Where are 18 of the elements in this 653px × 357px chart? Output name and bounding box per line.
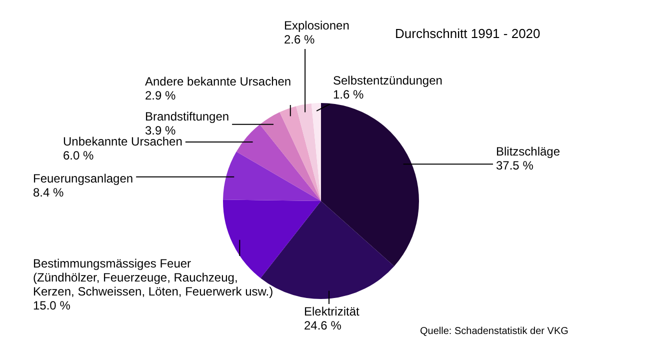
slice-label: Bestimmungsmässiges Feuer (Zündhölzer, Feuerzeuge, Rauchzeug, Kerzen, Schweissen, Löten, Feuerwerk usw.) xyxy=(33,256,274,298)
slice-label: Elektrizität xyxy=(304,304,360,318)
data-label: 2.9 % xyxy=(145,88,176,102)
text: Durchschnitt 1991 - 2020 xyxy=(395,26,540,42)
data-label: 24.6 % xyxy=(304,318,342,332)
source-note: Quelle: Schadenstatistik der VKG xyxy=(420,326,569,337)
slice-label: Selbstentzündungen xyxy=(333,73,442,88)
slice-label: Explosionen xyxy=(284,18,350,32)
slice-label: Feuerungsanlagen xyxy=(33,171,134,186)
slice-label: Andere bekannte Ursachen xyxy=(145,74,292,88)
slice-label: Blitzschläge xyxy=(496,144,560,158)
data-label: 6.0 % xyxy=(63,148,94,162)
data-label: 1.6 % xyxy=(333,87,364,102)
data-label: 15.0 % xyxy=(33,298,71,312)
data-label: 8.4 % xyxy=(33,185,64,200)
slice-label: Brandstiftungen xyxy=(145,109,230,124)
data-label: 2.6 % xyxy=(284,32,316,46)
data-label: 37.5 % xyxy=(496,158,534,172)
